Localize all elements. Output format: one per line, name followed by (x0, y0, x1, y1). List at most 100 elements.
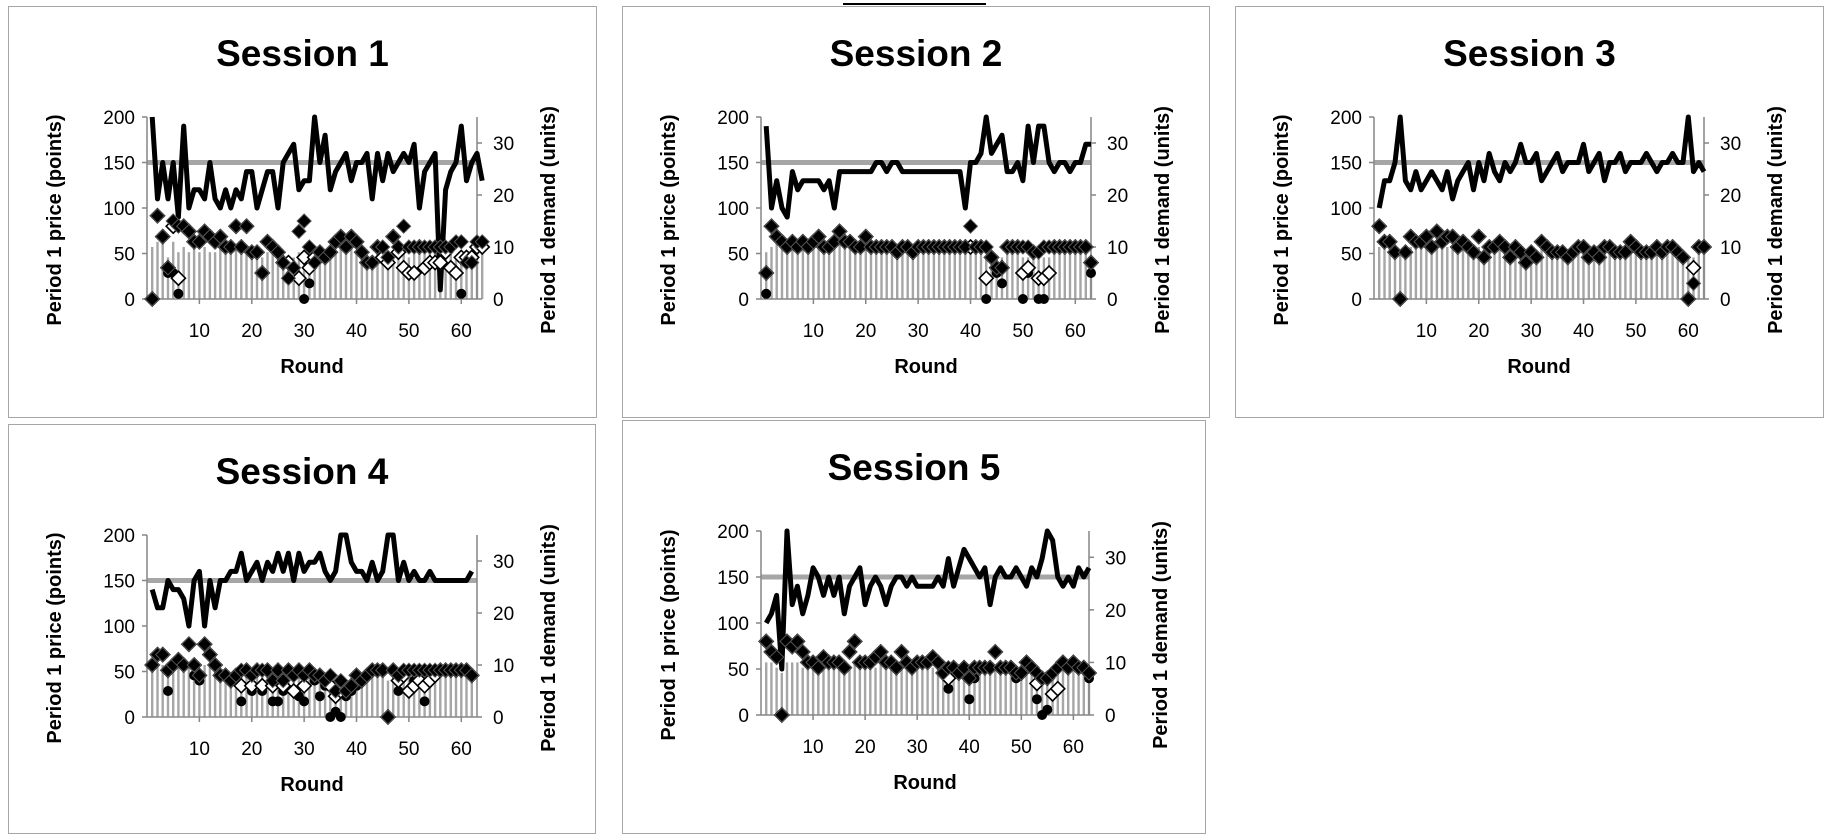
demand-filled-diamond (322, 667, 339, 684)
demand-bar (896, 252, 899, 299)
demand-bar (187, 665, 191, 717)
demand-bar (948, 252, 951, 299)
demand-filled-diamond (453, 234, 469, 250)
left-tick-label: 50 (728, 660, 749, 681)
demand-bar (313, 252, 316, 299)
demand-bar (250, 252, 253, 299)
demand-filled-diamond (1518, 254, 1534, 271)
demand-filled-diamond (233, 239, 249, 255)
demand-bar (1571, 252, 1575, 299)
left-axis-label: Period 1 price (points) (658, 114, 680, 325)
x-tick-label: 20 (241, 739, 262, 760)
demand-hollow-diamond (978, 270, 995, 287)
demand-bar (1645, 252, 1648, 299)
left-tick-label: 100 (717, 199, 749, 220)
x-axis-label: Round (280, 356, 343, 378)
demand-bar (392, 252, 395, 299)
demand-bar (1409, 247, 1412, 299)
demand-bar (245, 247, 248, 299)
demand-dot (314, 691, 325, 702)
demand-filled-diamond (1083, 254, 1099, 271)
demand-filled-diamond (275, 254, 291, 271)
demand-bar (350, 680, 353, 717)
demand-filled-diamond (354, 244, 370, 260)
chart-panel-session-3: Session 3 0 50 100 150 200 0 10 20 30 10 20 30 40 50 6… (1235, 6, 1824, 418)
demand-filled-diamond (186, 657, 202, 673)
demand-filled-diamond (794, 644, 811, 660)
demand-dot (456, 288, 467, 299)
demand-bar (911, 252, 915, 299)
demand-bar (999, 672, 1002, 715)
demand-dot (273, 696, 283, 707)
demand-bar (1477, 247, 1480, 299)
demand-bar (833, 247, 836, 299)
demand-filled-diamond (956, 659, 972, 676)
demand-filled-diamond (254, 265, 270, 281)
demand-bar (875, 252, 878, 299)
demand-bar (208, 665, 212, 717)
demand-filled-diamond (1382, 234, 1398, 250)
right-tick-label: 0 (1107, 290, 1118, 311)
demand-bar (969, 247, 972, 299)
demand-bar (811, 667, 815, 715)
demand-filled-diamond (301, 239, 318, 255)
demand-bar (854, 252, 857, 299)
demand-filled-diamond (191, 667, 208, 684)
demand-bar (1084, 252, 1087, 299)
demand-bar (198, 675, 201, 717)
x-tick-label: 60 (1065, 321, 1086, 342)
demand-bar (470, 675, 473, 717)
demand-bar (1514, 252, 1517, 299)
demand-bar (1461, 247, 1465, 299)
demand-bar (182, 247, 185, 299)
demand-bar (837, 667, 841, 715)
chart-plot: 0 50 100 150 200 0 10 20 30 10 20 30 40 50 60 Round Peri… (44, 524, 560, 796)
demand-hollow-diamond (296, 677, 313, 694)
demand-bar (791, 662, 794, 715)
demand-bar (465, 252, 468, 299)
x-axis-label: Round (893, 772, 956, 794)
demand-bar (219, 675, 222, 717)
demand-bar (376, 675, 379, 717)
demand-bar (796, 252, 799, 299)
chart-panel-session-2: Session 2 0 50 100 150 200 0 10 20 30 10 20 30 40 50 6… (622, 6, 1210, 418)
demand-hollow-diamond (406, 264, 423, 282)
left-tick-label: 150 (1330, 154, 1362, 175)
demand-bar (780, 672, 783, 715)
price-line (764, 528, 1092, 672)
demand-bar (906, 252, 909, 299)
demand-filled-diamond (758, 633, 774, 650)
demand-bar (287, 675, 290, 717)
left-tick-label: 200 (103, 526, 135, 547)
left-tick-label: 100 (103, 199, 135, 220)
demand-bar (952, 672, 955, 715)
demand-bar (313, 675, 316, 717)
demand-bar (350, 247, 353, 299)
demand-filled-diamond (1617, 244, 1634, 260)
demand-bar (1035, 672, 1039, 715)
demand-bar (1440, 247, 1444, 299)
demand-filled-diamond (212, 228, 229, 245)
demand-bar (1063, 252, 1066, 299)
price-line (1376, 114, 1707, 209)
demand-bar (796, 662, 799, 715)
demand-dot (981, 294, 992, 304)
demand-hollow-diamond (233, 677, 250, 694)
demand-bar (1067, 672, 1070, 715)
x-axis-label: Round (894, 356, 957, 378)
demand-bar (1524, 252, 1528, 299)
demand-filled-diamond (343, 678, 359, 694)
demand-filled-diamond (1013, 665, 1030, 681)
demand-bar (780, 247, 784, 299)
demand-hollow-diamond (296, 249, 313, 266)
demand-filled-diamond (768, 649, 785, 665)
demand-dot (335, 712, 346, 722)
demand-filled-diamond (774, 707, 790, 723)
left-axis-label: Period 1 price (points) (658, 529, 680, 740)
demand-bar (1472, 252, 1475, 299)
x-tick-label: 10 (1416, 321, 1437, 342)
demand-bar (365, 675, 369, 717)
demand-bar (187, 252, 191, 299)
demand-bar (1009, 672, 1013, 715)
demand-bar (848, 247, 852, 299)
